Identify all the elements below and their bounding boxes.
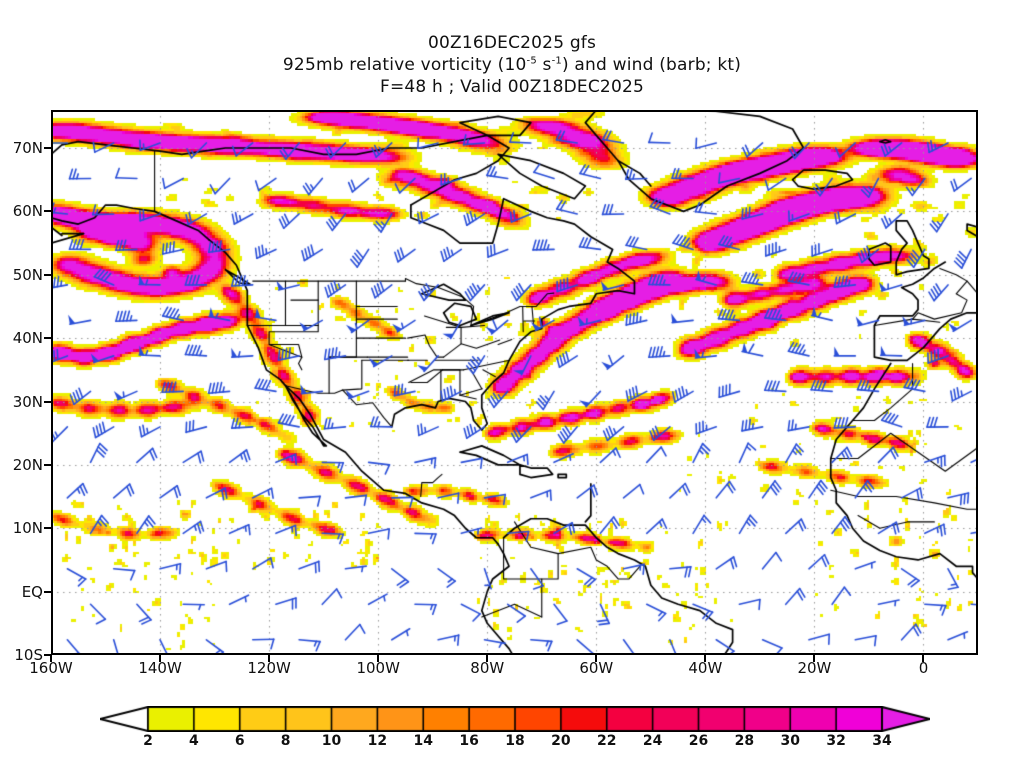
latitude-tick-label-30N: 30N [12,392,43,411]
colorbar-tick-labels: 2 4 6 8 10 12 14 16 18 20 22 24 26 28 30 32 34 [100,733,930,753]
latitude-tick-label-70N: 70N [12,139,43,158]
latitude-tick-mark [44,147,51,150]
latitude-tick-label-10S: 10S [14,646,43,664]
longitude-tick-label-0: 0 [918,659,929,677]
longitude-tick-label-40W: 40W [688,659,723,677]
title-exponent-units: -5 [526,55,537,67]
title-variable-post: ) and wind (barb; kt) [561,55,742,75]
colorbar-tick-4: 4 [189,733,199,749]
colorbar-tick-8: 8 [280,733,291,749]
longitude-tick-label-60W: 60W [579,659,614,677]
longitude-tick-mark [922,655,925,662]
colorbar-tick-10: 10 [321,733,342,749]
colorbar-tick-16: 16 [459,733,479,749]
title-line-model: 00Z16DEC2025 gfs [427,33,597,53]
latitude-tick-label-EQ: EQ [21,582,43,601]
chart-title-block: 00Z16DEC2025 gfs 925mb relative vorticit… [0,32,1024,98]
longitude-tick-label-140W: 140W [138,659,182,677]
title-line-forecast: F=48 h ; Valid 00Z18DEC2025 [379,77,644,97]
longitude-tick-label-100W: 100W [356,659,400,677]
latitude-tick-mark [44,400,51,403]
longitude-tick-label-20W: 20W [797,659,832,677]
longitude-tick-label-160W: 160W [29,659,73,677]
title-line-variable: 925mb relative vorticity (10-5 s-1) and … [0,54,1024,76]
longitude-tick-label-80W: 80W [470,659,505,677]
longitude-tick-mark [595,655,598,662]
longitude-tick-mark [377,655,380,662]
latitude-tick-mark [44,590,51,593]
latitude-tick-label-40N: 40N [12,329,43,348]
colorbar-tick-30: 30 [780,733,800,749]
title-variable-mid: s [536,55,552,75]
latitude-tick-mark [44,273,51,276]
longitude-tick-mark [50,655,52,662]
colorbar-tick-28: 28 [734,733,755,749]
latitude-tick-mark [44,654,51,656]
title-exponent-seconds: -1 [551,55,562,67]
latitude-tick-mark [44,527,51,530]
longitude-tick-label-120W: 120W [247,659,291,677]
latitude-tick-label-20N: 20N [12,455,43,474]
title-variable-pre: 925mb relative vorticity (10 [282,55,527,75]
longitude-tick-mark [813,655,816,662]
latitude-tick-label-60N: 60N [12,202,43,221]
longitude-tick-mark [704,655,707,662]
longitude-tick-mark [268,655,271,662]
colorbar-tick-32: 32 [826,733,846,749]
colorbar-tick-18: 18 [505,733,525,749]
colorbar-tick-34: 34 [872,733,892,749]
colorbar-tick-20: 20 [551,733,571,749]
colorbar-tick-24: 24 [642,733,663,749]
longitude-tick-mark [486,655,489,662]
latitude-tick-mark [44,463,51,466]
latitude-tick-label-10N: 10N [12,519,43,538]
colorbar-canvas[interactable] [100,706,930,732]
latitude-tick-label-50N: 50N [12,265,43,284]
longitude-tick-mark [159,655,162,662]
vorticity-wind-map-canvas[interactable] [51,110,978,655]
colorbar-tick-2: 2 [143,733,153,749]
colorbar-tick-26: 26 [688,733,709,749]
colorbar-tick-22: 22 [597,733,617,749]
colorbar-tick-12: 12 [367,733,388,749]
latitude-tick-mark [44,337,51,340]
colorbar-tick-14: 14 [413,733,433,749]
map-plot-area[interactable] [51,110,978,655]
vorticity-colorbar[interactable] [100,706,930,732]
latitude-tick-mark [44,210,51,213]
longitude-axis: 160W 140W 120W 100W 80W 60W 40W 20W 0 [29,655,978,685]
latitude-axis: 70N 60N 50N 40N 30N 20N 10N EQ 10S [0,110,51,664]
colorbar-tick-6: 6 [234,733,245,749]
